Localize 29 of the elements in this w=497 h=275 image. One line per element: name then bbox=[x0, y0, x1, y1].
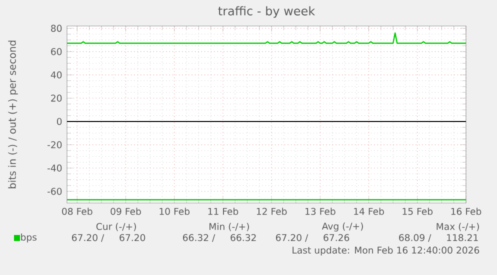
x-tick-label: 12 Feb bbox=[256, 208, 287, 215]
text: Last update: Mon Feb 16 12:40:00 2026 bbox=[292, 246, 480, 256]
text: 67.20 / 67.26 bbox=[276, 234, 350, 242]
y-tick-label: 60 bbox=[51, 48, 62, 56]
y-tick-label: -20 bbox=[48, 141, 62, 148]
x-tick-label: 08 Feb bbox=[62, 208, 92, 215]
text: Cur (-/+) bbox=[96, 222, 136, 232]
y-tick-label: -40 bbox=[48, 164, 62, 172]
legend-label: bps bbox=[21, 233, 37, 243]
x-tick-label: 11 Feb bbox=[208, 208, 238, 215]
text: Avg (-/+) bbox=[322, 222, 363, 232]
text: Min (-/+) bbox=[210, 222, 249, 232]
text: 68.09 / 118.21 bbox=[399, 234, 478, 242]
y-tick-label: 0 bbox=[56, 118, 62, 125]
y-axis-title: bits in (-) / out (+) per second bbox=[8, 40, 18, 188]
x-tick-label: 15 Feb bbox=[402, 208, 433, 215]
x-tick-label: 09 Feb bbox=[110, 208, 141, 215]
x-tick-label: 14 Feb bbox=[354, 208, 384, 215]
x-tick-label: 10 Feb bbox=[160, 208, 190, 215]
x-tick-label: 13 Feb bbox=[306, 208, 336, 215]
y-tick-label: 40 bbox=[50, 71, 62, 78]
text: 66.32 / 66.32 bbox=[183, 234, 256, 242]
chart-title: traffic - by week bbox=[218, 6, 316, 18]
y-tick-label: 80 bbox=[51, 24, 62, 32]
y-tick-label: 20 bbox=[51, 94, 62, 102]
y-tick-label: -60 bbox=[48, 188, 62, 195]
x-tick-label: 16 Feb bbox=[451, 208, 482, 215]
text: 67.20 / 67.20 bbox=[72, 234, 146, 242]
text: Max (-/+) bbox=[436, 222, 479, 232]
